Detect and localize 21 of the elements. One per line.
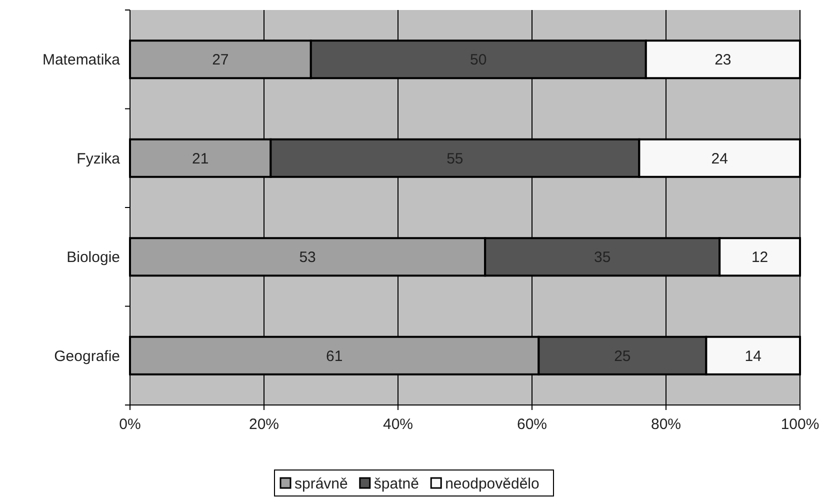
- data-label: 14: [744, 348, 762, 365]
- data-label: 61: [326, 348, 343, 365]
- legend-label: špatně: [374, 475, 419, 492]
- x-tick-label: 0%: [119, 416, 141, 433]
- legend-label: správně: [294, 475, 348, 492]
- x-tick-label: 40%: [382, 416, 414, 433]
- y-tick-label: Biologie: [66, 249, 120, 266]
- data-label: 12: [751, 249, 768, 266]
- legend-label: neodpovědělo: [445, 475, 540, 492]
- data-label: 24: [711, 150, 728, 168]
- y-tick-label: Matematika: [42, 52, 121, 69]
- x-tick-label: 80%: [650, 416, 682, 433]
- data-label: 23: [714, 52, 732, 69]
- data-label: 27: [212, 52, 229, 69]
- x-tick-label: 100%: [780, 416, 820, 433]
- data-label: 21: [192, 150, 209, 168]
- x-tick-label: 60%: [516, 416, 548, 433]
- y-tick-label: Geografie: [54, 348, 120, 365]
- x-tick-label: 20%: [248, 416, 280, 433]
- data-label: 53: [299, 249, 316, 266]
- y-tick-label: Fyzika: [76, 150, 121, 168]
